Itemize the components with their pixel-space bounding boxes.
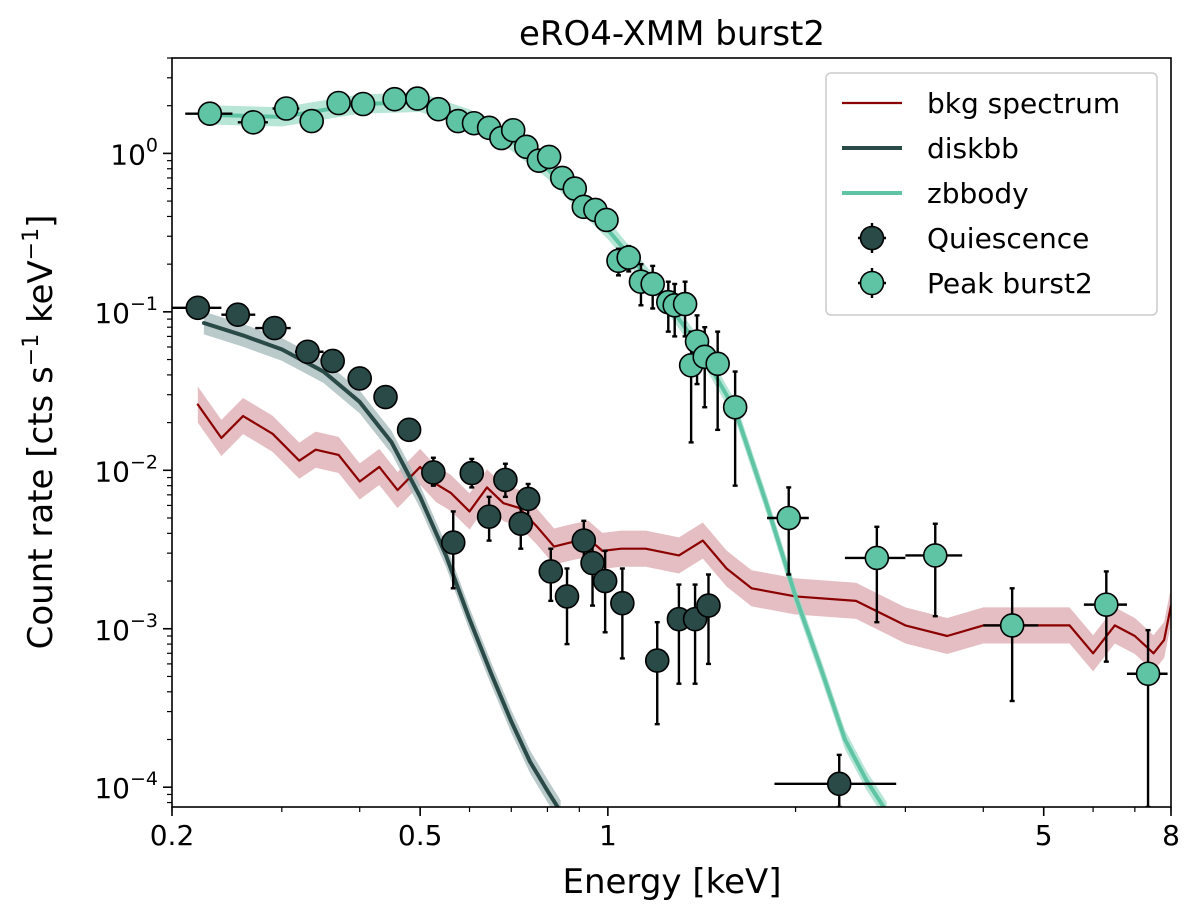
peak-burst2-point-35 — [864, 545, 890, 571]
quiescence-point-14 — [515, 486, 541, 512]
diskbb-line — [201, 321, 561, 807]
quiescence-point-8 — [421, 460, 446, 485]
bkg-spectrum-band — [197, 386, 1171, 672]
quiescence-point-21 — [644, 648, 670, 673]
peak-burst2-point-39 — [1135, 661, 1161, 687]
quiescence-point-4 — [320, 348, 345, 374]
legend-swatch-3 — [859, 225, 885, 251]
peak-burst2-point-21 — [594, 207, 619, 233]
y-tick-base: 10 — [94, 614, 130, 647]
peak-burst2-point-36 — [922, 543, 948, 568]
peak-burst2-point-28 — [672, 291, 698, 317]
y-tick-label-0: 10−4 — [94, 768, 158, 805]
peak-burst2-point-5 — [350, 91, 376, 117]
y-axis-title: Count rate [cts s−1 keV−1] — [19, 215, 61, 650]
quiescence-point-7 — [396, 417, 422, 443]
y-axis-title-mid: keV — [21, 260, 61, 333]
quiescence-point-3 — [295, 339, 320, 365]
y-tick-label-4: 100 — [110, 134, 158, 171]
peak-burst2-point-7 — [405, 86, 430, 111]
legend-entries: bkg spectrum diskbb zbbody Quiescence Peak b… — [842, 87, 1120, 300]
quiescence-point-0 — [185, 295, 211, 321]
peak-burst2-point-8 — [426, 96, 451, 122]
y-tick-base: 10 — [94, 455, 130, 488]
x-tick-label-1: 0.5 — [398, 819, 443, 852]
x-axis-title: Energy [keV] — [562, 862, 781, 902]
legend-label-4: Peak burst2 — [927, 267, 1093, 300]
y-tick-exponent: −2 — [130, 451, 158, 473]
y-axis-title-exp1: −1 — [19, 334, 44, 366]
diskbb-band — [203, 311, 561, 807]
y-tick-label-1: 10−3 — [94, 610, 158, 647]
confidence-bands — [197, 92, 1171, 807]
peak-burst2-point-0 — [197, 101, 223, 127]
y-tick-base: 10 — [94, 772, 130, 805]
data-points — [185, 86, 1161, 797]
quiescence-point-9 — [440, 530, 466, 555]
peak-burst2-point-2 — [273, 96, 299, 121]
peak-burst2-point-37 — [999, 613, 1025, 638]
quiescence-point-13 — [508, 511, 534, 537]
peak-burst2-point-38 — [1094, 592, 1119, 617]
x-tick-label-2: 1 — [599, 819, 617, 852]
peak-burst2-point-6 — [382, 86, 407, 112]
plot-area — [172, 86, 1171, 807]
legend-swatch-4 — [859, 270, 885, 296]
quiescence-point-2 — [262, 315, 287, 341]
y-tick-base: 10 — [110, 138, 146, 171]
quiescence-point-24 — [696, 593, 721, 618]
quiescence-point-18 — [580, 550, 605, 576]
peak-burst2-point-25 — [640, 271, 665, 297]
y-tick-label-2: 10−2 — [94, 451, 158, 488]
quiescence-point-16 — [554, 584, 580, 609]
zbbody-band — [209, 92, 887, 807]
quiescence-point-1 — [225, 302, 251, 327]
quiescence-point-6 — [373, 384, 398, 410]
y-tick-label-3: 10−1 — [94, 293, 158, 330]
peak-burst2-point-23 — [616, 245, 642, 270]
peak-burst2-point-33 — [722, 394, 748, 420]
x-tick-label-4: 8 — [1162, 819, 1180, 852]
legend-label-3: Quiescence — [927, 222, 1089, 255]
x-tick-label-0: 0.2 — [150, 819, 195, 852]
peak-burst2-point-1 — [240, 110, 266, 135]
quiescence-point-15 — [538, 559, 564, 584]
quiescence-point-11 — [476, 504, 502, 529]
quiescence-point-10 — [459, 460, 485, 486]
x-axis-ticks: 0.2 0.5 1 5 8 — [150, 807, 1180, 852]
x-tick-label-3: 5 — [1035, 819, 1053, 852]
legend: bkg spectrum diskbb zbbody Quiescence Peak b… — [825, 72, 1158, 316]
quiescence-point-17 — [571, 528, 597, 553]
peak-burst2-point-32 — [705, 351, 730, 377]
quiescence-point-19 — [592, 568, 618, 594]
legend-frame — [825, 72, 1158, 316]
peak-burst2-point-4 — [326, 90, 351, 116]
plot-frame — [171, 57, 1172, 808]
legend-label-0: bkg spectrum — [927, 87, 1120, 120]
quiescence-point-12 — [493, 467, 518, 493]
legend-label-1: diskbb — [927, 132, 1019, 165]
quiescence-point-20 — [610, 590, 635, 616]
y-axis-title-main: Count rate [cts s — [21, 366, 61, 649]
chart-title: eRO4-XMM burst2 — [519, 14, 825, 54]
y-tick-exponent: −4 — [130, 768, 158, 790]
quiescence-point-5 — [347, 366, 373, 391]
y-tick-exponent: −3 — [130, 610, 158, 632]
peak-burst2-point-13 — [500, 117, 526, 143]
y-axis-title-exp2: −1 — [19, 228, 44, 260]
peak-burst2-point-16 — [536, 144, 562, 170]
y-tick-exponent: −1 — [130, 293, 158, 315]
peak-burst2-point-3 — [299, 108, 324, 134]
quiescence-point-25 — [826, 771, 852, 797]
y-tick-base: 10 — [94, 297, 130, 330]
legend-label-2: zbbody — [927, 177, 1029, 210]
y-axis-title-end: ] — [21, 215, 61, 228]
y-tick-exponent: 0 — [146, 134, 158, 156]
peak-burst2-point-34 — [776, 505, 802, 531]
